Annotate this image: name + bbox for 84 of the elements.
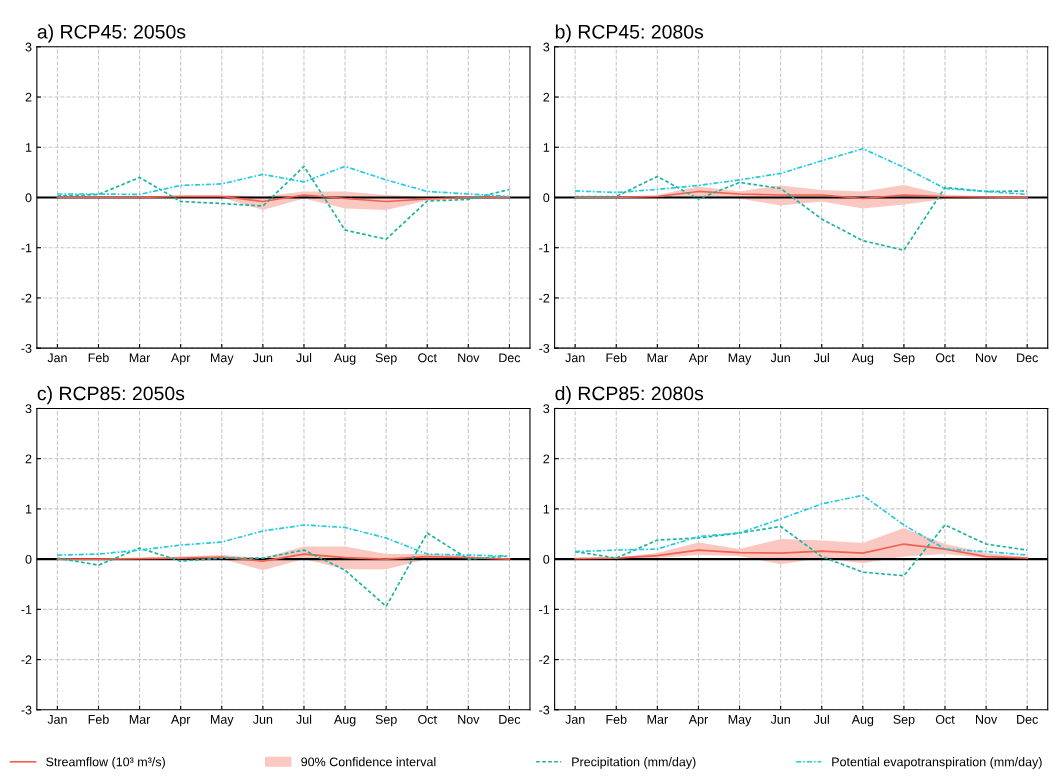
x-tick-label: Jul	[296, 353, 312, 363]
y-tick-label: -3	[21, 705, 32, 715]
x-tick-label: Feb	[88, 714, 109, 724]
x-tick-label: Sep	[893, 714, 915, 727]
x-tick-label: Oct	[935, 714, 955, 724]
x-tick-label: Apr	[170, 353, 191, 365]
text: 90% Confidence interval	[301, 757, 436, 767]
x-tick-label: Dec	[499, 715, 521, 724]
x-tick-label: Jun	[770, 715, 790, 724]
x-tick-label: Dec	[1017, 715, 1038, 724]
x-tick-label: Nov	[458, 353, 480, 363]
y-tick-label: 1	[26, 504, 32, 514]
y-tick-label: -1	[539, 243, 550, 253]
y-tick-label: 2	[543, 92, 550, 102]
y-tick-label: 3	[543, 404, 550, 414]
x-tick-label: Sep	[375, 714, 397, 727]
y-tick-label: 0	[25, 554, 32, 564]
x-tick-label: Aug	[851, 353, 874, 365]
x-tick-label: Jan	[565, 715, 585, 724]
x-tick-label: Jul	[296, 714, 312, 724]
x-tick-label: Jan	[47, 715, 67, 724]
x-tick-label: Apr	[688, 715, 708, 727]
x-tick-label: Oct	[418, 353, 437, 363]
y-tick-label: -3	[539, 343, 550, 353]
x-tick-label: Aug	[851, 715, 874, 727]
x-tick-label: Dec	[499, 353, 521, 363]
x-tick-label: Aug	[333, 353, 356, 365]
x-tick-label: Feb	[88, 353, 109, 363]
x-tick-label: Sep	[893, 353, 915, 365]
y-tick-label: -3	[539, 705, 550, 715]
x-tick-label: Mar	[129, 353, 151, 363]
y-tick-label: -2	[539, 293, 550, 303]
y-tick-label: 2	[543, 454, 550, 464]
x-tick-label: Feb	[606, 714, 627, 724]
legend-label: Streamflow (10³ m³/s)	[46, 757, 165, 769]
x-tick-label: Aug	[333, 715, 356, 727]
y-tick-label: -2	[21, 655, 32, 665]
x-tick-label: May	[210, 353, 234, 365]
x-tick-label: Sep	[375, 353, 397, 365]
x-tick-label: Apr	[170, 715, 191, 727]
x-tick-label: May	[210, 715, 234, 727]
y-tick-label: 1	[26, 143, 32, 152]
x-tick-label: Nov	[976, 715, 998, 724]
x-tick-label: Oct	[418, 714, 437, 724]
x-tick-label: Jun	[252, 353, 273, 363]
legend-label: Precipitation (mm/day)	[572, 757, 696, 769]
y-tick-label: -2	[539, 655, 550, 665]
x-tick-label: Dec	[1017, 353, 1038, 363]
y-tick-label: -2	[21, 293, 32, 303]
x-tick-label: Mar	[647, 353, 668, 363]
x-tick-label: Jun	[770, 353, 790, 363]
x-tick-label: Jan	[47, 353, 67, 363]
y-tick-label: 1	[543, 504, 550, 514]
x-tick-label: Feb	[606, 353, 627, 363]
y-tick-label: 0	[25, 193, 32, 203]
y-tick-label: 2	[25, 454, 32, 464]
chart-title: b) RCP45: 2080s	[555, 24, 704, 43]
x-tick-label: Nov	[458, 715, 480, 724]
y-tick-label: -1	[21, 605, 32, 614]
y-tick-label: 2	[25, 92, 32, 102]
x-tick-label: Jan	[565, 353, 585, 363]
y-tick-label: 3	[25, 42, 32, 52]
y-tick-label: 1	[543, 143, 550, 152]
x-tick-label: Mar	[129, 715, 151, 724]
legend-label: Potential evapotranspiration (mm/day)	[832, 757, 1042, 769]
chart-title: c) RCP85: 2050s	[37, 386, 185, 405]
x-tick-label: Nov	[976, 353, 998, 363]
x-tick-label: May	[728, 353, 752, 365]
y-tick-label: -3	[21, 343, 32, 353]
x-tick-label: Mar	[647, 715, 668, 724]
y-tick-label: 3	[543, 42, 550, 52]
x-tick-label: Oct	[935, 353, 955, 363]
y-tick-label: 0	[543, 193, 550, 203]
x-tick-label: May	[728, 715, 752, 727]
y-tick-label: -1	[539, 605, 550, 614]
chart-title: d) RCP85: 2080s	[555, 386, 704, 405]
x-tick-label: Jul	[813, 714, 829, 724]
y-tick-label: -1	[21, 243, 32, 253]
x-tick-label: Jul	[813, 353, 829, 363]
y-tick-label: 3	[25, 404, 32, 414]
x-tick-label: Apr	[688, 353, 708, 365]
y-tick-label: 0	[543, 554, 550, 564]
x-tick-label: Jun	[252, 715, 273, 724]
chart-title: a) RCP45: 2050s	[37, 24, 186, 43]
